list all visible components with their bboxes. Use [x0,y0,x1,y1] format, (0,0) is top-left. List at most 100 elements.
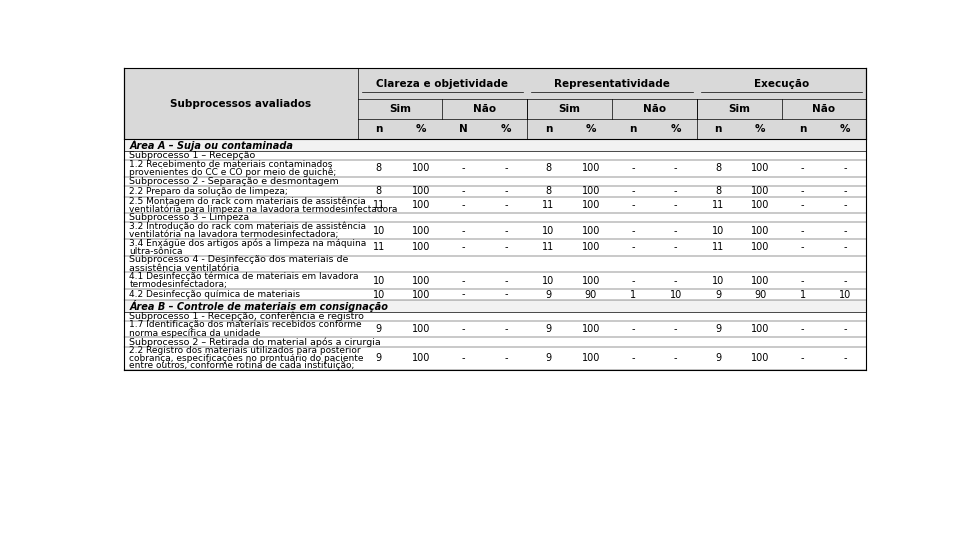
Text: cobrança, especificações no prontuário do paciente: cobrança, especificações no prontuário d… [129,353,364,363]
Text: 100: 100 [582,226,600,236]
Text: provenientes do CC e CO por meio de guichê;: provenientes do CC e CO por meio de guic… [129,168,336,177]
Text: 100: 100 [412,226,431,236]
Text: 10: 10 [669,289,682,300]
Text: -: - [504,226,508,236]
Text: 8: 8 [546,187,552,196]
Text: Não: Não [473,104,497,114]
Text: 100: 100 [582,200,600,210]
Text: 1: 1 [800,289,806,300]
Text: -: - [462,187,466,196]
Text: 100: 100 [412,276,431,286]
Text: 4.2 Desinfecção química de materiais: 4.2 Desinfecção química de materiais [129,290,300,299]
Text: Sim: Sim [558,104,581,114]
Text: 11: 11 [373,242,385,253]
Text: Representatividade: Representatividade [554,79,670,89]
Text: -: - [632,324,635,334]
Text: -: - [504,200,508,210]
Text: termodesinfectadora;: termodesinfectadora; [129,281,227,289]
Text: 100: 100 [412,242,431,253]
Text: 100: 100 [752,242,770,253]
Text: %: % [755,124,766,134]
Text: 9: 9 [546,289,552,300]
Text: 100: 100 [582,164,600,173]
Text: -: - [843,200,847,210]
Text: -: - [462,242,466,253]
Text: -: - [504,276,508,286]
Text: -: - [632,242,635,253]
Text: 9: 9 [715,324,721,334]
Text: 100: 100 [752,200,770,210]
Text: -: - [674,353,677,363]
Text: %: % [585,124,596,134]
Text: -: - [632,353,635,363]
Text: 100: 100 [412,187,431,196]
Text: 100: 100 [412,324,431,334]
Text: 100: 100 [412,164,431,173]
Text: Área A – Suja ou contaminada: Área A – Suja ou contaminada [129,139,294,151]
Text: 1: 1 [630,289,637,300]
Text: -: - [504,164,508,173]
Text: -: - [462,226,466,236]
Bar [124,68,867,139]
Text: -: - [801,324,805,334]
Text: ultra-sônica: ultra-sônica [129,247,183,256]
Text: -: - [674,242,677,253]
Text: 100: 100 [752,276,770,286]
Text: 100: 100 [582,242,600,253]
Text: 8: 8 [376,164,382,173]
Text: -: - [504,242,508,253]
Text: -: - [632,226,635,236]
Text: 10: 10 [373,226,385,236]
Text: 11: 11 [712,242,724,253]
Text: n: n [630,124,637,134]
Text: Subprocesso 3 – Limpeza: Subprocesso 3 – Limpeza [129,213,249,223]
Text: Subprocesso 4 - Desinfecção dos materiais de: Subprocesso 4 - Desinfecção dos materiai… [129,255,349,265]
Text: 3.2 Introdução do rack com materiais de assistência: 3.2 Introdução do rack com materiais de … [129,222,366,231]
Text: 10: 10 [542,226,554,236]
Text: 4.1 Desinfecção térmica de materiais em lavadora: 4.1 Desinfecção térmica de materiais em … [129,272,358,281]
Text: -: - [843,226,847,236]
Text: 11: 11 [542,200,554,210]
Text: 100: 100 [412,289,431,300]
Text: -: - [674,276,677,286]
Text: 90: 90 [584,289,597,300]
Text: 100: 100 [752,324,770,334]
Text: %: % [670,124,681,134]
Text: 100: 100 [582,324,600,334]
Text: -: - [674,187,677,196]
Text: n: n [714,124,722,134]
Text: 10: 10 [542,276,554,286]
Text: 10: 10 [839,289,851,300]
Text: n: n [799,124,807,134]
Text: 9: 9 [715,353,721,363]
Text: n: n [375,124,383,134]
Text: -: - [504,187,508,196]
Text: 100: 100 [752,164,770,173]
Text: -: - [674,324,677,334]
Text: 8: 8 [546,164,552,173]
Text: 100: 100 [412,353,431,363]
Text: -: - [504,289,508,300]
Text: -: - [801,187,805,196]
Text: -: - [843,324,847,334]
Text: -: - [674,164,677,173]
Text: n: n [545,124,553,134]
Text: 8: 8 [715,164,721,173]
Text: 90: 90 [754,289,766,300]
Text: Sim: Sim [389,104,412,114]
Text: -: - [843,187,847,196]
Text: 100: 100 [752,353,770,363]
Text: 11: 11 [542,242,554,253]
Text: Subprocesso 2 – Retirada do material após a cirurgia: Subprocesso 2 – Retirada do material apó… [129,337,381,347]
Text: 100: 100 [752,226,770,236]
Text: norma específica da unidade: norma específica da unidade [129,329,261,338]
Text: -: - [801,226,805,236]
Text: ventilatória na lavadora termodesinfectadora;: ventilatória na lavadora termodesinfecta… [129,230,339,240]
Text: 100: 100 [582,276,600,286]
Text: -: - [632,200,635,210]
Text: 8: 8 [376,187,382,196]
Text: 2.2 Preparo da solução de limpeza;: 2.2 Preparo da solução de limpeza; [129,187,288,196]
Text: -: - [462,200,466,210]
Text: %: % [500,124,511,134]
Text: 9: 9 [376,324,382,334]
